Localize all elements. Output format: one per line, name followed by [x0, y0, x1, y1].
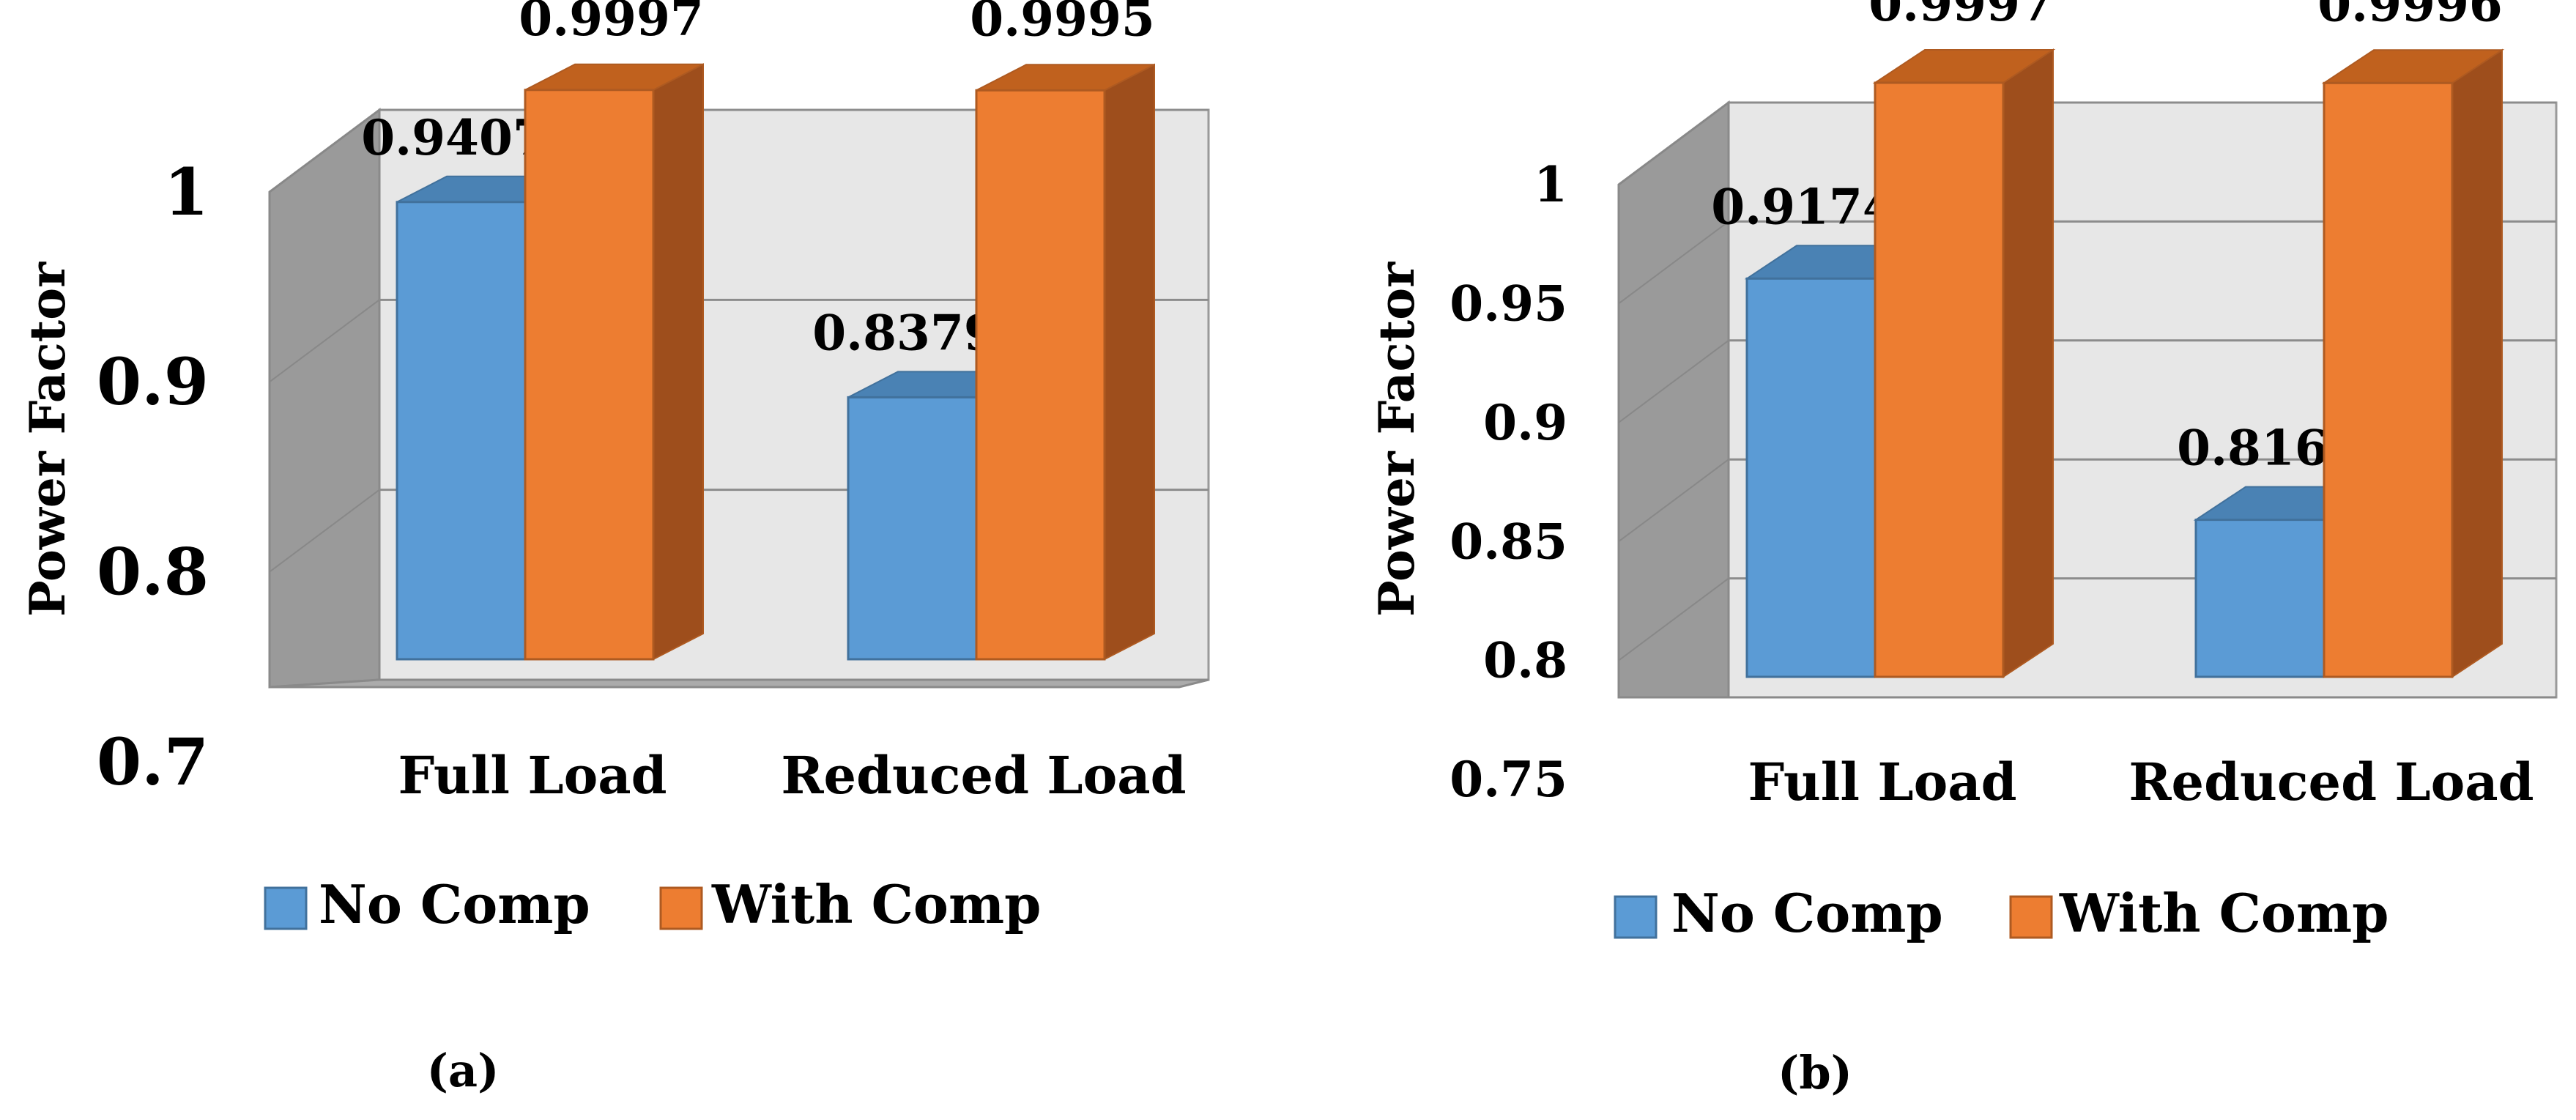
y-tick-label: 0.8 — [97, 533, 209, 609]
bar-front — [1745, 277, 1877, 678]
legend-swatch — [264, 886, 308, 930]
y-tick-label: 0.7 — [97, 724, 209, 800]
data-label: 0.9995 — [970, 0, 1155, 47]
bar-front — [2323, 81, 2454, 678]
x-tick-label: Full Load — [1748, 752, 2016, 812]
y-tick-label: 0.75 — [1450, 751, 1567, 808]
y-axis-label: Power Factor — [19, 262, 76, 617]
legend-item-no-comp: No Comp — [264, 873, 590, 935]
x-tick-label: Reduced Load — [781, 745, 1186, 806]
legend-label: With Comp — [711, 873, 1041, 935]
legend-swatch — [659, 886, 703, 930]
y-tick-label: 0.8 — [1483, 632, 1567, 689]
legend-item-with-comp: With Comp — [659, 873, 1041, 935]
bar-front — [847, 396, 978, 661]
grid-line-side — [1618, 339, 1729, 423]
x-tick-label: Full Load — [398, 745, 667, 806]
legend-item-with-comp: With Comp — [2009, 882, 2388, 944]
bar-front — [975, 89, 1106, 661]
panel-label: (a) — [427, 1044, 500, 1097]
bar-front — [2194, 519, 2326, 678]
y-tick-label: 0.85 — [1450, 513, 1567, 570]
grid-line-side — [269, 299, 380, 383]
legend-label: With Comp — [2059, 882, 2388, 944]
panel-label: (b) — [1778, 1046, 1852, 1099]
bar-side — [2002, 48, 2054, 678]
y-tick-label: 1 — [1534, 156, 1567, 213]
data-label: 0.9997 — [519, 0, 704, 47]
chart-panel-b: 0.75 0.8 0.85 0.9 0.95 1 Power Factor 0.9174 0.9… — [1368, 0, 2558, 1099]
bar-with-comp-full-load — [524, 63, 704, 661]
data-label: 0.9997 — [1868, 0, 2054, 32]
bar-front — [524, 89, 655, 661]
floor — [269, 678, 1209, 689]
bar-with-comp-reduced-load — [975, 63, 1155, 661]
bar-front — [396, 201, 527, 661]
legend-label: No Comp — [319, 873, 590, 935]
y-tick-label: 0.95 — [1450, 275, 1567, 333]
bar-side — [1104, 63, 1155, 661]
data-label: 0.9174 — [1711, 178, 1896, 235]
grid-line-side — [269, 109, 380, 193]
bar-front — [1874, 81, 2005, 678]
legend-swatch — [2009, 895, 2053, 939]
y-tick-label: 1 — [164, 154, 209, 230]
y-tick-label: 0.9 — [1483, 394, 1567, 451]
data-label: 0.816 — [2177, 420, 2328, 477]
grid-line-side — [1618, 102, 1729, 185]
chart-panel-a: 0.7 0.8 0.9 1 Power Factor 0.9407 0.9997 Full L… — [19, 0, 1210, 1097]
legend-label: No Comp — [1671, 882, 1943, 944]
grid-line-side — [269, 489, 380, 573]
legend-swatch — [1614, 895, 1658, 939]
grid-line-side — [1618, 220, 1729, 305]
data-label: 0.9407 — [361, 109, 546, 166]
data-label: 0.8379 — [812, 304, 998, 361]
bar-side — [653, 63, 704, 661]
bar-with-comp-reduced-load — [2321, 48, 2505, 678]
legend-item-no-comp: No Comp — [1614, 882, 1943, 944]
y-tick-label: 0.9 — [97, 344, 209, 420]
grid-line-side — [1618, 577, 1729, 661]
side-wall — [268, 108, 381, 689]
data-label: 0.9996 — [2317, 0, 2503, 32]
grid-line-side — [1618, 459, 1729, 543]
bar-with-comp-full-load — [1872, 48, 2056, 678]
y-axis-label: Power Factor — [1368, 262, 1425, 617]
bar-side — [2451, 48, 2503, 678]
x-tick-label: Reduced Load — [2128, 752, 2534, 812]
